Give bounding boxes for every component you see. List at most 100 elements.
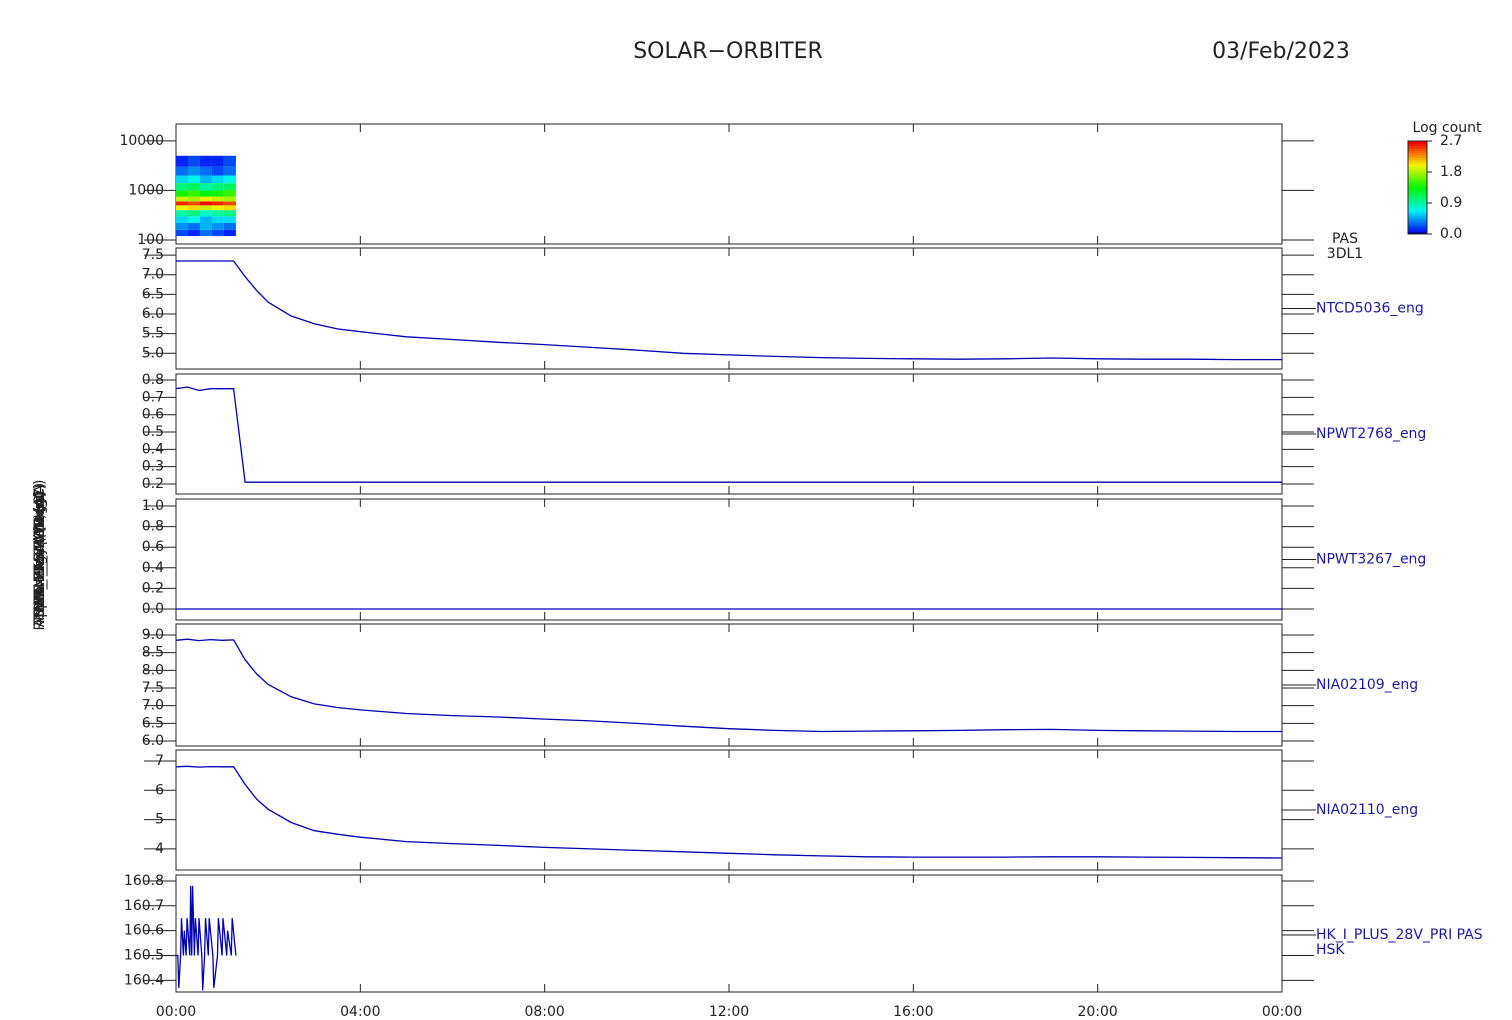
colorbar-step — [1408, 157, 1427, 161]
heatmap-cell — [223, 175, 236, 184]
colorbar-step — [1408, 168, 1427, 172]
date: 03/Feb/2023 — [1212, 39, 1350, 64]
data-line — [175, 386, 1282, 483]
colorbar-tick-label: 2.7 — [1440, 133, 1462, 149]
heatmap-cell — [211, 229, 224, 237]
colorbar-step — [1408, 178, 1427, 182]
colorbar-step — [1408, 173, 1427, 177]
heatmap-cell — [199, 223, 212, 230]
heatmap-cell — [199, 196, 212, 202]
colorbar-step — [1408, 196, 1427, 200]
colorbar-step — [1408, 187, 1427, 191]
heatmap-cell — [199, 183, 212, 191]
heatmap-cell — [223, 201, 236, 206]
heatmap-cell — [176, 166, 188, 176]
colorbar-step — [1408, 182, 1427, 186]
heatmap-cell — [223, 210, 236, 217]
heatmap-cell — [187, 166, 200, 176]
colorbar-step — [1408, 150, 1427, 154]
heatmap-cell — [199, 155, 212, 167]
heatmap-cell — [187, 175, 200, 184]
colorbar-title: Log count — [1413, 120, 1482, 136]
x-tick-label: 00:00 — [1262, 1004, 1302, 1020]
heatmap-cell — [211, 155, 224, 167]
colorbar-step — [1408, 171, 1427, 175]
colorbar-tick-label: 1.8 — [1440, 164, 1462, 180]
panel-label: NPWT3267_eng — [1316, 552, 1426, 568]
plot-frame — [175, 123, 1283, 245]
colorbar-step — [1408, 231, 1427, 235]
heatmap-cell — [211, 166, 224, 176]
y-tick-label: 160.4 — [124, 972, 164, 988]
y-axis-label: THERM_CA (DegC) — [32, 490, 48, 621]
heatmap-cell — [199, 210, 212, 217]
heatmap-cell — [187, 155, 200, 167]
colorbar-step — [1408, 143, 1427, 147]
heatmap-cell — [187, 190, 200, 197]
data-line — [176, 260, 1282, 361]
heatmap-cell — [199, 229, 212, 237]
heatmap-cell — [187, 183, 200, 191]
colorbar-step — [1408, 175, 1427, 179]
y-tick-label: 10000 — [119, 133, 164, 149]
heatmap-cell — [199, 190, 212, 197]
heatmap-cell — [176, 205, 188, 211]
colorbar-step — [1408, 206, 1427, 209]
heatmap-cell — [176, 216, 188, 224]
colorbar-step — [1408, 222, 1427, 226]
heatmap-cell — [211, 183, 224, 191]
heatmap-cell — [187, 196, 200, 202]
heatmap-cell — [211, 175, 224, 184]
heatmap-cell — [176, 196, 188, 202]
data-line — [176, 885, 237, 991]
colorbar-step — [1408, 199, 1427, 202]
heatmap-cell — [176, 229, 188, 237]
heatmap-cell — [223, 216, 236, 224]
colorbar-tick-label: 0.9 — [1440, 195, 1462, 211]
y-axis-label: SWA_PAS PWR (A) — [32, 492, 48, 618]
y-axis-label: Approx Temp (DegC) — [32, 483, 48, 627]
heatmap-cell — [176, 223, 188, 230]
heatmap-cell — [176, 183, 188, 191]
panel-sublabel: 3DL1 — [1327, 246, 1363, 262]
heatmap-cell — [223, 183, 236, 191]
colorbar-step — [1408, 224, 1427, 228]
data-line — [175, 638, 1282, 733]
colorbar-step — [1408, 180, 1427, 184]
panel-sublabel: HSK — [1316, 942, 1345, 958]
panel-label: PAS — [1332, 231, 1358, 247]
y-tick-label: 160.8 — [124, 873, 164, 889]
heatmap-cell — [211, 223, 224, 230]
colorbar-step — [1408, 166, 1427, 170]
heatmap-cell — [211, 205, 224, 211]
y-axis-label: SWA_EAS PWR (A) — [32, 491, 48, 618]
panel-label: NTCD5036_eng — [1316, 301, 1424, 317]
colorbar-step — [1408, 164, 1427, 168]
colorbar-step — [1408, 152, 1427, 156]
heatmap-cell — [176, 155, 188, 167]
x-tick-label: 20:00 — [1077, 1004, 1117, 1020]
panel-label: HK_I_PLUS_28V_PRI PAS — [1316, 927, 1483, 943]
y-tick-label: 160.7 — [124, 898, 164, 914]
heatmap-cell — [176, 190, 188, 197]
heatmap-cell — [223, 166, 236, 176]
heatmap-cell — [187, 201, 200, 206]
heatmap-cell — [223, 196, 236, 202]
y-axis-label: THERM_MCA (DegC) — [32, 484, 48, 627]
heatmap-cell — [223, 229, 236, 237]
colorbar-step — [1408, 154, 1427, 158]
heatmap-cell — [223, 223, 236, 230]
heatmap-cell — [187, 210, 200, 217]
x-tick-label: 08:00 — [524, 1004, 564, 1020]
colorbar-frame — [1407, 140, 1428, 235]
heatmap-cell — [211, 216, 224, 224]
heatmap-cell — [187, 223, 200, 230]
heatmap-cell — [211, 196, 224, 202]
chart-title: SOLAR−ORBITER — [633, 39, 823, 64]
panel-label: NIA02109_eng — [1316, 677, 1418, 693]
colorbar-step — [1408, 192, 1427, 195]
colorbar-tick-label: 0.0 — [1440, 226, 1462, 242]
x-tick-label: 04:00 — [340, 1004, 380, 1020]
heatmap-cell — [199, 201, 212, 206]
